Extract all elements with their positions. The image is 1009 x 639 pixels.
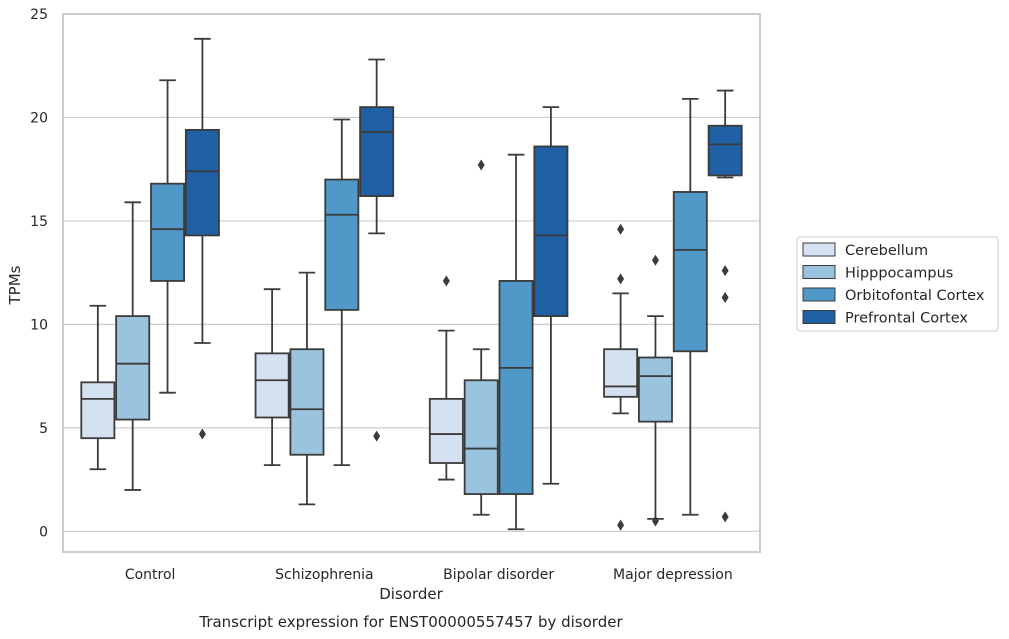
box-iqr (324, 178, 360, 311)
outlier-point (651, 254, 659, 266)
outlier-point (442, 275, 450, 287)
legend-swatch (802, 287, 836, 302)
box-group (324, 118, 360, 466)
plot-frame (62, 13, 761, 553)
legend-label: Prefrontal Cortex (845, 311, 968, 327)
y-tick-label: 10 (30, 317, 48, 333)
outlier-point (198, 428, 206, 440)
box-group (359, 58, 395, 442)
x-tick-label: Major depression (613, 567, 733, 583)
box-iqr (80, 381, 116, 440)
box-group (150, 79, 186, 394)
box-iqr (533, 145, 569, 318)
y-tick-label: 5 (39, 421, 48, 437)
box-group (80, 304, 116, 471)
box-iqr (498, 280, 534, 495)
x-tick-labels: Control Schizophrenia Bipolar disorder Majo… (125, 567, 733, 583)
box-group (498, 153, 534, 531)
x-tick-label: Control (125, 567, 176, 583)
legend-swatch (802, 310, 836, 324)
box-group (672, 97, 708, 516)
outlier-point (617, 223, 625, 235)
box-group (184, 37, 220, 440)
outlier-point (721, 291, 729, 303)
box-group (707, 89, 743, 523)
legend-swatch (802, 265, 836, 279)
x-tick-label: Schizophrenia (275, 567, 373, 583)
outlier-point (373, 430, 381, 442)
chart-caption: Transcript expression for ENST0000055745… (198, 613, 623, 631)
box-group (463, 159, 499, 516)
box-group (637, 254, 673, 527)
y-tick-label: 0 (39, 524, 48, 540)
outlier-point (477, 159, 485, 171)
box-iqr (707, 124, 743, 177)
box-iqr (359, 106, 395, 197)
x-tick-label: Bipolar disorder (443, 567, 554, 583)
box-group (115, 201, 151, 491)
outlier-point (651, 515, 659, 527)
box-iqr (115, 315, 151, 421)
box-iqr (603, 348, 639, 398)
legend-label: Hipppocampus (845, 266, 953, 282)
box-group (533, 106, 569, 485)
outlier-point (617, 273, 625, 285)
legend-label: Orbitofontal Cortex (845, 288, 985, 304)
box-group (254, 288, 290, 466)
legend: Cerebellum Hipppocampus Orbitofontal Corte… (796, 236, 999, 332)
box-iqr (463, 379, 499, 495)
box-group (289, 271, 325, 506)
box-iqr (150, 182, 186, 282)
legend-label: Cerebellum (845, 243, 928, 259)
legend-frame (796, 236, 999, 332)
box-group (428, 275, 464, 481)
box-group (603, 223, 639, 531)
outlier-point (721, 265, 729, 277)
plot-boxes (80, 37, 743, 531)
x-axis-label: Disorder (379, 585, 443, 603)
y-axis-label: TPMs (6, 265, 24, 305)
y-tick-label: 20 (30, 110, 48, 126)
box-iqr (289, 348, 325, 456)
box-iqr (184, 128, 220, 237)
y-tick-label: 15 (30, 214, 48, 230)
outlier-point (721, 511, 729, 523)
box-iqr (637, 356, 673, 423)
y-tick-label: 25 (30, 7, 48, 23)
box-iqr (428, 397, 464, 464)
legend-swatch (802, 242, 836, 257)
outlier-point (617, 519, 625, 531)
box-iqr (254, 352, 290, 419)
box-iqr (672, 191, 708, 353)
y-tick-labels: 0 5 10 15 20 25 (30, 7, 48, 540)
